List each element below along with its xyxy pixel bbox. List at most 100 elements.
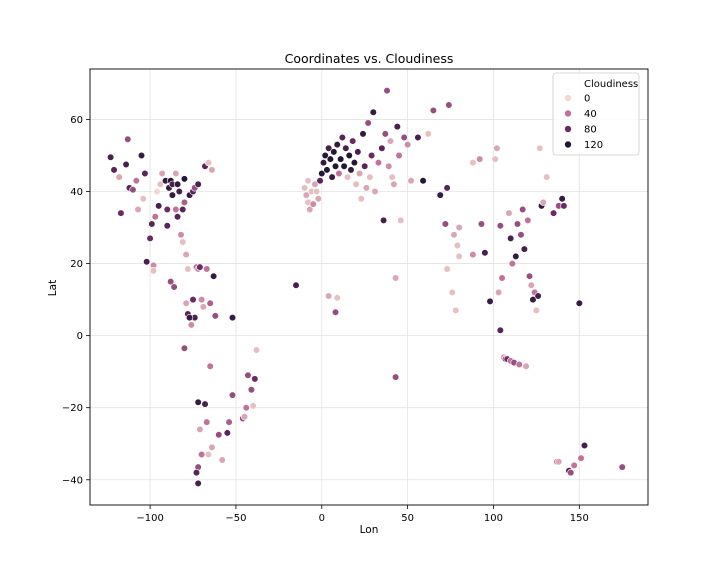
data-point — [172, 205, 180, 214]
data-point — [495, 288, 503, 297]
data-point — [172, 169, 180, 178]
data-point — [520, 245, 528, 253]
data-point — [179, 205, 187, 214]
data-point — [204, 450, 213, 459]
data-point — [515, 360, 523, 369]
data-point — [167, 277, 175, 286]
data-point — [381, 130, 389, 138]
data-point — [536, 144, 544, 152]
data-point — [524, 216, 532, 224]
data-point — [323, 166, 331, 174]
data-point — [517, 231, 525, 239]
legend-entries: 0 40 80 120 — [564, 94, 603, 151]
data-point — [206, 362, 214, 370]
legend-marker — [564, 109, 572, 118]
data-point — [252, 346, 261, 354]
data-point — [208, 166, 216, 174]
data-point — [436, 191, 444, 199]
data-point — [367, 151, 376, 160]
data-point — [512, 252, 520, 260]
data-point — [302, 191, 310, 199]
data-point — [357, 195, 365, 203]
data-point — [335, 169, 343, 178]
data-point — [198, 450, 206, 459]
data-point — [407, 177, 415, 185]
data-point — [182, 250, 190, 259]
data-point — [330, 148, 338, 156]
data-point — [151, 213, 159, 221]
data-point — [354, 148, 362, 156]
data-point — [328, 173, 336, 181]
data-point — [180, 198, 189, 206]
data-point — [496, 222, 504, 230]
data-point — [244, 371, 252, 379]
data-point — [210, 272, 218, 280]
data-point — [215, 431, 223, 439]
data-point — [198, 296, 206, 304]
data-point — [180, 175, 189, 183]
data-point — [196, 263, 204, 271]
data-point — [194, 479, 202, 487]
data-point — [355, 169, 364, 178]
legend-label: 80 — [584, 125, 597, 136]
legend-label: 0 — [584, 94, 590, 105]
data-point — [173, 180, 182, 188]
data-point — [333, 141, 341, 149]
data-point — [177, 231, 185, 239]
grid — [90, 69, 648, 505]
data-point — [404, 141, 412, 149]
data-point — [400, 133, 408, 142]
data-point — [350, 159, 359, 167]
data-point — [419, 177, 427, 185]
data-point — [333, 294, 341, 302]
data-point — [153, 187, 161, 196]
data-point — [182, 299, 190, 307]
data-point — [476, 155, 484, 163]
data-point — [337, 155, 345, 163]
data-point — [311, 180, 319, 188]
data-point — [137, 151, 146, 160]
data-point — [414, 133, 422, 142]
data-point — [371, 187, 379, 196]
data-point — [519, 205, 527, 214]
data-point — [549, 209, 558, 217]
data-point — [469, 250, 477, 259]
data-point — [496, 326, 504, 334]
y-tick-label: 60 — [70, 115, 83, 126]
data-point — [395, 151, 403, 160]
data-point — [448, 288, 456, 297]
x-tick-label: 150 — [570, 513, 589, 524]
data-point — [424, 130, 432, 138]
data-point — [321, 151, 329, 160]
data-point — [522, 362, 530, 370]
data-point — [491, 155, 499, 163]
data-point — [228, 391, 237, 399]
data-point — [532, 306, 541, 315]
data-point — [352, 180, 360, 188]
y-tick-label: 40 — [70, 187, 83, 198]
data-point — [361, 162, 369, 170]
legend-label: 120 — [584, 140, 603, 151]
x-tick-label: 50 — [401, 513, 414, 524]
data-point — [345, 151, 353, 160]
data-point — [429, 106, 437, 115]
data-point — [527, 281, 535, 289]
data-point — [555, 458, 563, 466]
data-point — [386, 137, 395, 145]
y-tick-label: −40 — [62, 475, 83, 486]
data-point — [477, 220, 486, 228]
legend-marker — [564, 125, 572, 133]
data-point — [192, 468, 201, 477]
data-point — [359, 130, 367, 138]
data-point — [450, 231, 458, 239]
data-point — [508, 259, 516, 268]
data-point — [149, 267, 158, 275]
data-point — [455, 252, 463, 260]
data-point — [201, 400, 209, 408]
data-point — [505, 209, 513, 217]
data-point — [110, 166, 118, 174]
data-point — [316, 177, 324, 185]
data-point — [204, 159, 213, 167]
data-point — [378, 144, 386, 152]
